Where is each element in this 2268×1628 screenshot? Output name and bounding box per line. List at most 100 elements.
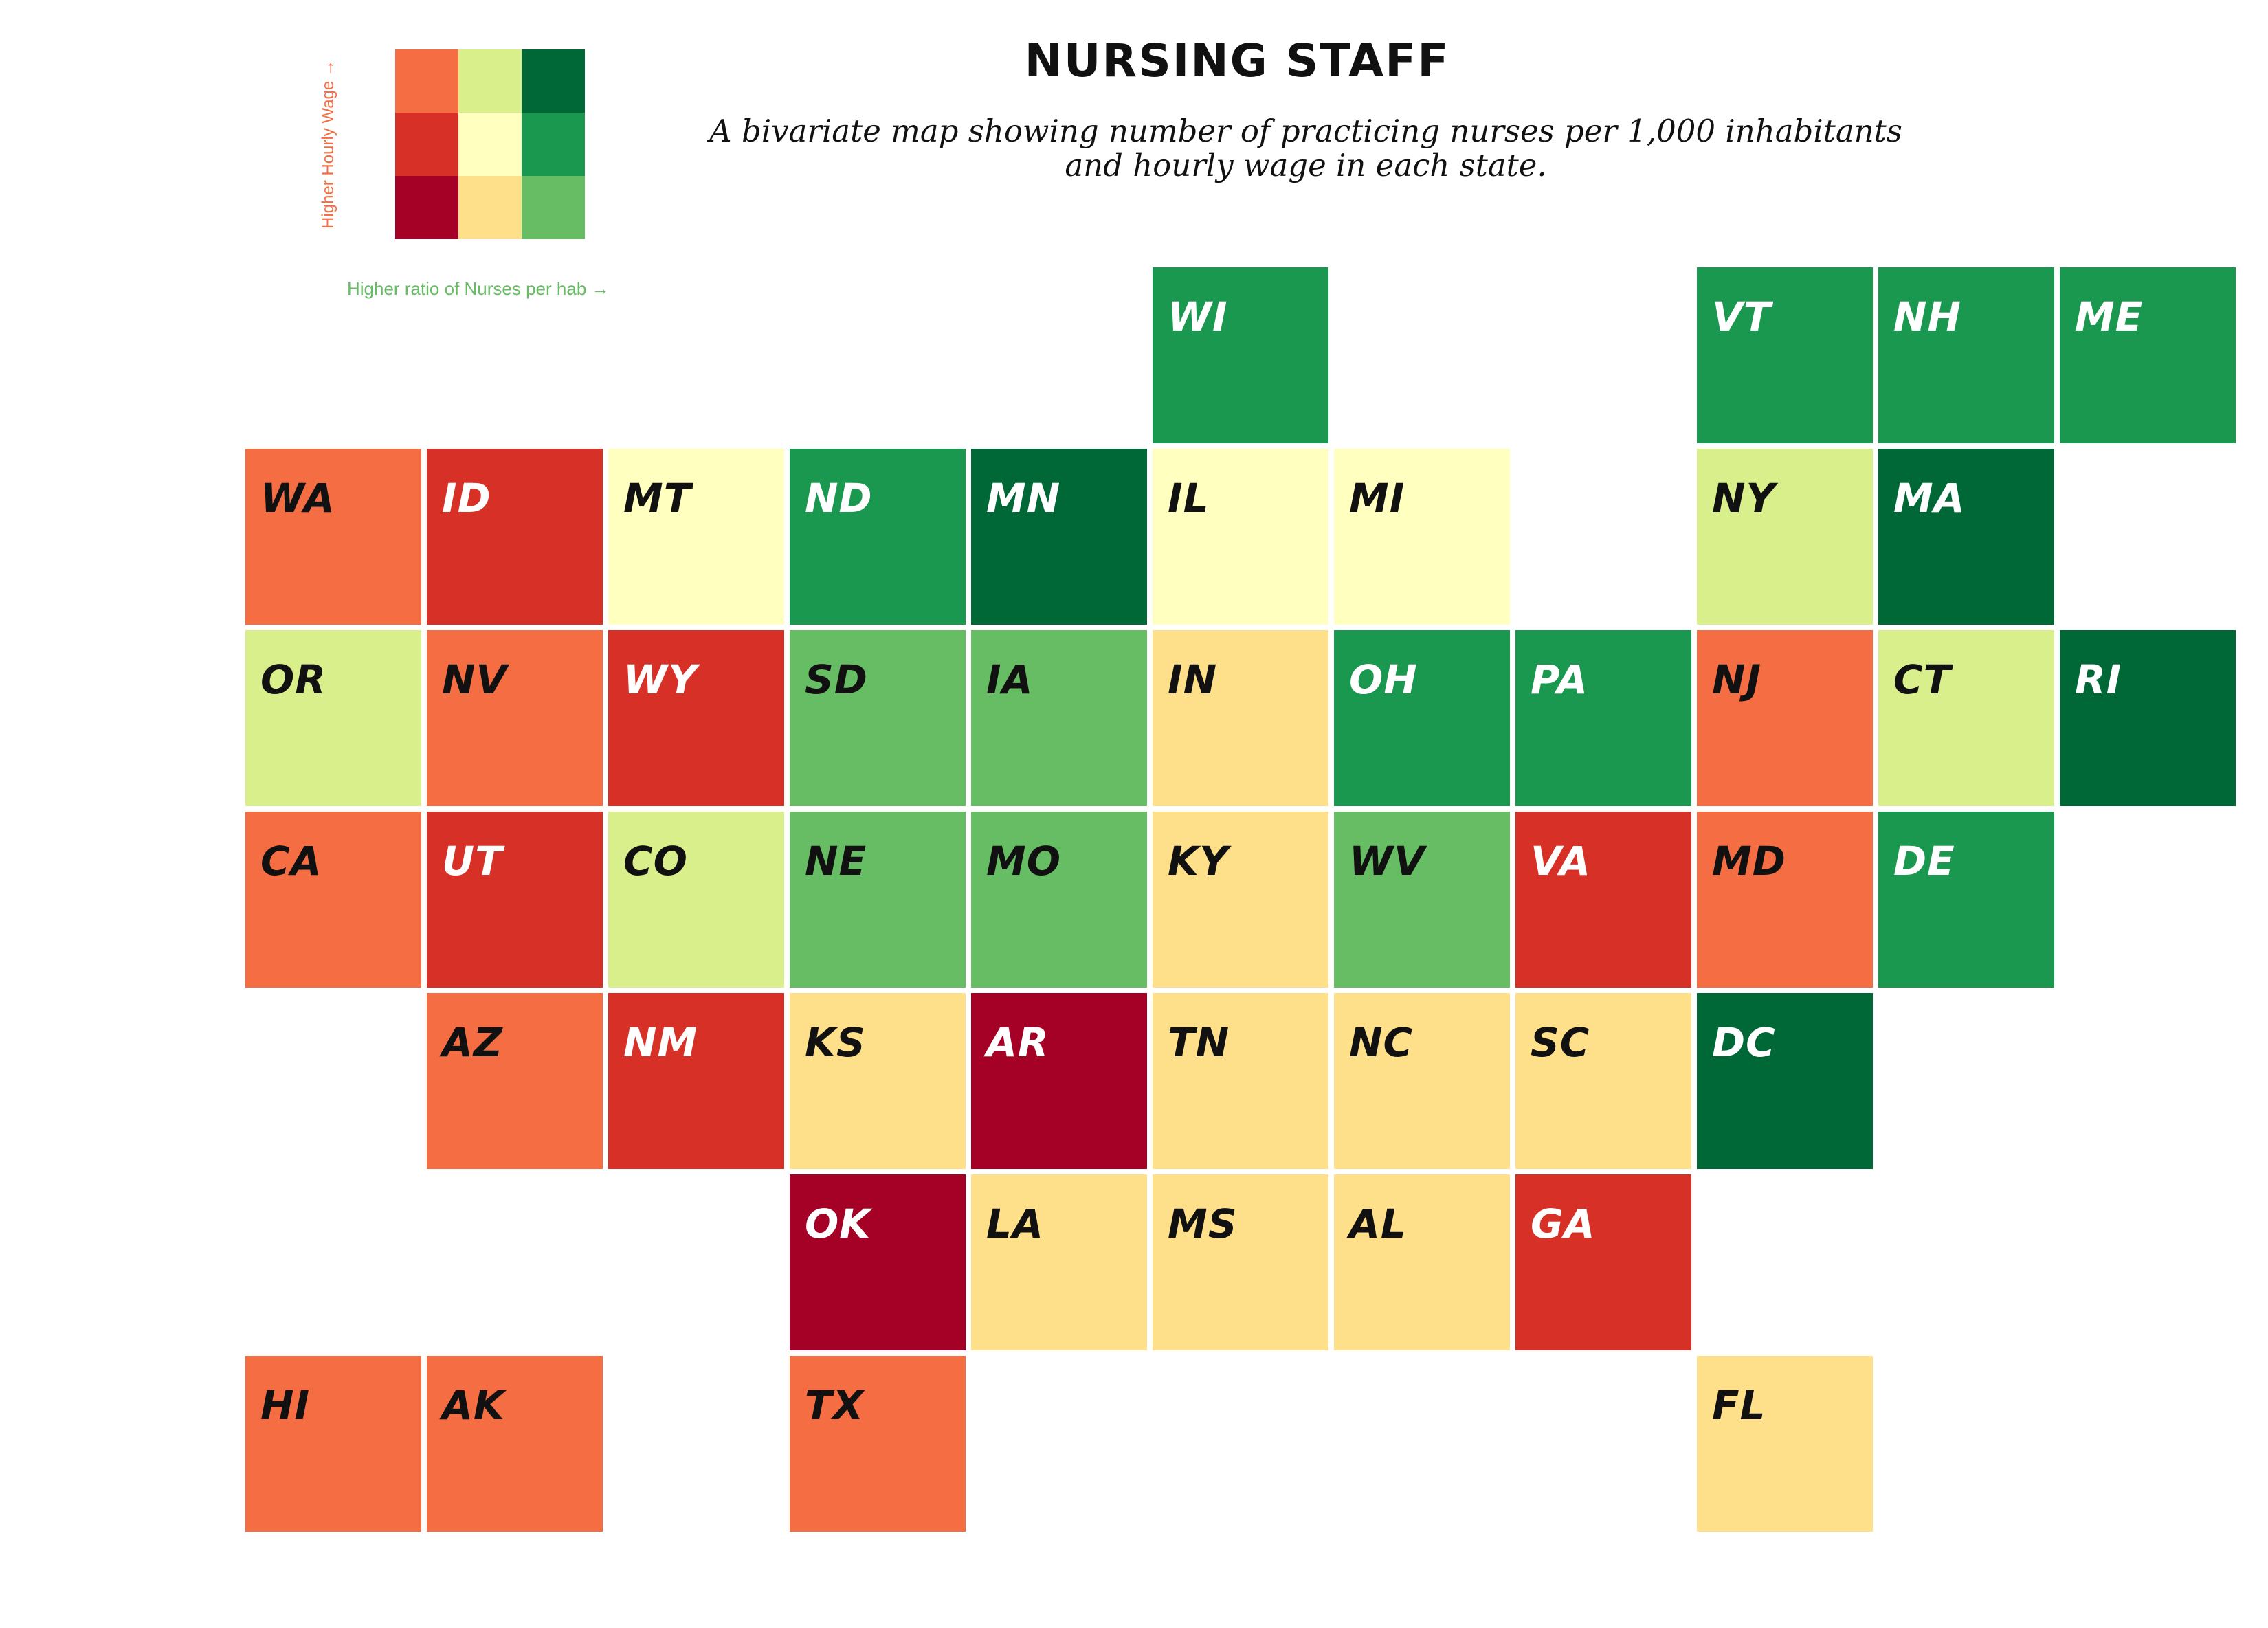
state-tile-ks: KS	[790, 993, 966, 1169]
state-tile-in: IN	[1153, 630, 1328, 806]
state-tile-nc: NC	[1334, 993, 1510, 1169]
state-tile-id: ID	[427, 449, 603, 625]
state-label: KY	[1168, 838, 1229, 884]
state-label: SD	[805, 656, 868, 703]
state-label: WA	[260, 475, 335, 522]
state-label: NJ	[1712, 656, 1762, 703]
state-label: AL	[1349, 1201, 1407, 1247]
subtitle-line-1: A bivariate map showing number of practi…	[709, 113, 1902, 149]
state-label: MD	[1712, 838, 1786, 884]
state-label: NY	[1712, 475, 1776, 522]
state-tile-co: CO	[608, 812, 784, 988]
state-label: VT	[1712, 293, 1772, 340]
state-label: AK	[442, 1382, 505, 1429]
state-label: ND	[805, 475, 873, 522]
state-tile-sc: SC	[1515, 993, 1691, 1169]
state-label: TX	[805, 1382, 865, 1429]
state-tile-md: MD	[1697, 812, 1873, 988]
state-label: RI	[2075, 656, 2122, 703]
state-tile-ny: NY	[1697, 449, 1873, 625]
state-label: MI	[1349, 475, 1405, 522]
state-tile-mt: MT	[608, 449, 784, 625]
state-tile-de: DE	[1878, 812, 2054, 988]
state-label: ID	[442, 475, 491, 522]
state-tile-ky: KY	[1153, 812, 1328, 988]
state-tile-vt: VT	[1697, 267, 1873, 443]
state-label: AR	[986, 1019, 1049, 1066]
state-label: MA	[1893, 475, 1966, 522]
state-tile-ne: NE	[790, 812, 966, 988]
legend-cell	[458, 113, 522, 176]
state-tile-tn: TN	[1153, 993, 1328, 1169]
state-label: NH	[1893, 293, 1962, 340]
state-tile-pa: PA	[1515, 630, 1691, 806]
state-label: GA	[1531, 1201, 1596, 1247]
state-label: HI	[260, 1382, 311, 1429]
bivariate-legend	[395, 49, 585, 239]
legend-cell	[395, 49, 458, 113]
legend-x-axis-label: Higher ratio of Nurses per hab →	[347, 278, 610, 299]
state-label: CT	[1893, 656, 1952, 703]
state-label: NE	[805, 838, 867, 884]
state-label: LA	[986, 1201, 1044, 1247]
state-label: ME	[2075, 293, 2144, 340]
state-tile-ak: AK	[427, 1356, 603, 1532]
state-label: MS	[1168, 1201, 1238, 1247]
subtitle-line-2: and hourly wage in each state.	[1065, 147, 1547, 183]
legend-cell	[522, 113, 585, 176]
state-tile-nj: NJ	[1697, 630, 1873, 806]
state-label: UT	[442, 838, 503, 884]
state-label: FL	[1712, 1382, 1766, 1429]
state-label: OK	[805, 1201, 871, 1247]
state-tile-nd: ND	[790, 449, 966, 625]
state-tile-mo: MO	[971, 812, 1147, 988]
state-tile-dc: DC	[1697, 993, 1873, 1169]
state-tile-al: AL	[1334, 1174, 1510, 1350]
state-tile-ma: MA	[1878, 449, 2054, 625]
state-label: IN	[1168, 656, 1218, 703]
state-tile-ar: AR	[971, 993, 1147, 1169]
state-label: MN	[986, 475, 1061, 522]
state-label: MT	[623, 475, 692, 522]
state-tile-wy: WY	[608, 630, 784, 806]
state-tile-ok: OK	[790, 1174, 966, 1350]
state-tile-ri: RI	[2060, 630, 2236, 806]
state-label: DE	[1893, 838, 1955, 884]
state-label: MO	[986, 838, 1062, 884]
state-tile-or: OR	[245, 630, 421, 806]
state-tile-wv: WV	[1334, 812, 1510, 988]
state-tile-wi: WI	[1153, 267, 1328, 443]
state-label: PA	[1531, 656, 1589, 703]
state-tile-me: ME	[2060, 267, 2236, 443]
map-subtitle: A bivariate map showing number of practi…	[687, 114, 1924, 183]
state-tile-ia: IA	[971, 630, 1147, 806]
state-label: VA	[1531, 838, 1591, 884]
legend-cell	[395, 113, 458, 176]
state-tile-ca: CA	[245, 812, 421, 988]
state-label: NC	[1349, 1019, 1414, 1066]
state-tile-ut: UT	[427, 812, 603, 988]
state-tile-fl: FL	[1697, 1356, 1873, 1532]
state-tile-wa: WA	[245, 449, 421, 625]
state-label: KS	[805, 1019, 866, 1066]
state-tile-va: VA	[1515, 812, 1691, 988]
state-label: SC	[1531, 1019, 1590, 1066]
map-title: NURSING STAFF	[1024, 34, 1450, 87]
state-tile-tx: TX	[790, 1356, 966, 1532]
legend-cell	[458, 176, 522, 239]
state-label: DC	[1712, 1019, 1776, 1066]
state-label: CA	[260, 838, 322, 884]
state-label: OH	[1349, 656, 1418, 703]
state-tile-oh: OH	[1334, 630, 1510, 806]
state-tile-nv: NV	[427, 630, 603, 806]
state-tile-hi: HI	[245, 1356, 421, 1532]
legend-cell	[522, 49, 585, 113]
legend-cell	[458, 49, 522, 113]
legend-cell	[395, 176, 458, 239]
legend-y-axis-label: Higher Hourly Wage →	[319, 60, 337, 229]
state-tile-sd: SD	[790, 630, 966, 806]
state-label: WY	[623, 656, 698, 703]
state-tile-ga: GA	[1515, 1174, 1691, 1350]
state-tile-mn: MN	[971, 449, 1147, 625]
